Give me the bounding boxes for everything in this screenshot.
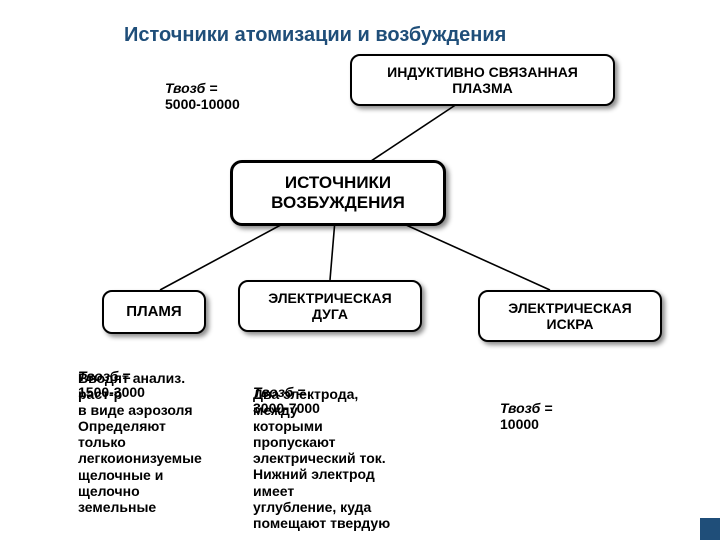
node-icp: ИНДУКТИВНО СВЯЗАННАЯ ПЛАЗМА — [350, 54, 615, 106]
t-value: 10000 — [500, 416, 539, 432]
node-center: ИСТОЧНИКИ ВОЗБУЖДЕНИЯ — [230, 160, 446, 226]
desc-arc: Два электрода, между которыми пропускают… — [253, 386, 390, 531]
t-prefix: Твозб = — [165, 80, 217, 96]
t-prefix: Твозб = — [500, 400, 552, 416]
edge-center-to-arc — [330, 220, 335, 280]
page-title: Источники атомизации и возбуждения — [124, 24, 506, 47]
desc-flame: Вводят анализ. раст-р в виде аэрозоля Оп… — [78, 370, 202, 515]
node-arc: ЭЛЕКТРИЧЕСКАЯ ДУГА — [238, 280, 422, 332]
t-label-spark: Твозб = 10000 — [500, 384, 552, 432]
edge-center-to-spark — [395, 220, 550, 290]
node-flame: ПЛАМЯ — [102, 290, 206, 334]
node-spark: ЭЛЕКТРИЧЕСКАЯ ИСКРА — [478, 290, 662, 342]
t-value: 5000-10000 — [165, 96, 240, 112]
t-label-top: Твозб = 5000-10000 — [165, 64, 240, 112]
accent-bar — [700, 518, 720, 540]
